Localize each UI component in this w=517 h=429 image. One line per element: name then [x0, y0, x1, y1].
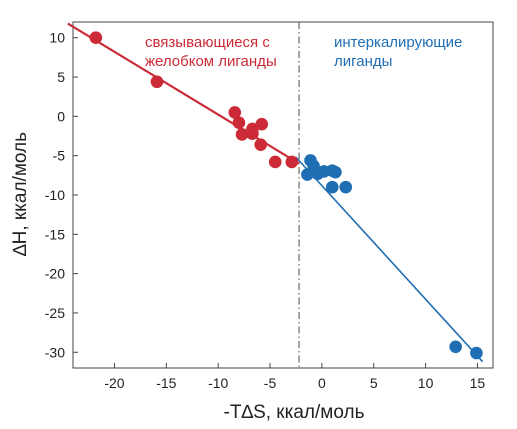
y-tick-label: 5 — [57, 69, 65, 85]
point-groove — [254, 138, 268, 151]
legend-groove-line-1: связывающиеся с — [145, 34, 270, 51]
point-intercalating — [325, 180, 339, 194]
point-groove — [268, 155, 282, 169]
point-groove — [228, 106, 242, 119]
point-groove — [232, 116, 246, 129]
legend-intercalating-line-1: интеркалирующие — [334, 34, 462, 51]
y-tick-label: -5 — [53, 148, 66, 164]
point-intercalating — [470, 346, 483, 360]
y-tick-label: 10 — [49, 30, 65, 46]
x-tick-label: 5 — [370, 375, 378, 391]
y-tick-label: -20 — [45, 266, 65, 282]
x-tick-label: -15 — [156, 375, 176, 391]
point-groove — [89, 31, 103, 45]
y-axis-ticks: 10 5 0 -5 -10 -15 -20 -25 -30 — [45, 30, 78, 360]
x-tick-label: 15 — [470, 375, 486, 391]
y-tick-label: -30 — [45, 344, 65, 360]
point-groove — [150, 75, 164, 89]
plot-area — [72, 21, 494, 369]
fit-line-intercalating — [295, 156, 484, 363]
point-intercalating — [449, 340, 462, 354]
y-tick-label: 0 — [57, 108, 65, 124]
y-axis-title: ∆H, ккал/моль — [10, 132, 31, 256]
x-tick-label: -10 — [208, 375, 228, 391]
legend-groove-line-2: желобком лиганды — [145, 53, 277, 70]
fit-lines — [67, 22, 484, 363]
legend-intercalating-line-2: лиганды — [334, 53, 392, 70]
y-tick-label: -10 — [45, 187, 65, 203]
plot-frame — [72, 21, 494, 369]
x-tick-label: 10 — [418, 375, 434, 391]
y-tick-label: -25 — [45, 305, 65, 321]
y-tick-label: -15 — [45, 226, 65, 242]
x-tick-label: -20 — [104, 375, 124, 391]
point-groove — [255, 117, 269, 131]
point-groove — [246, 122, 259, 136]
point-intercalating — [339, 180, 353, 194]
x-tick-label: -5 — [264, 375, 277, 391]
point-intercalating — [329, 165, 342, 179]
point-groove — [285, 155, 299, 169]
x-axis-ticks: -20 -15 -10 -5 0 5 10 15 — [104, 363, 485, 391]
data-points — [89, 31, 483, 360]
x-axis-title: -T∆S, ккал/моль — [224, 402, 365, 423]
point-groove — [235, 128, 249, 141]
x-tick-label: 0 — [318, 375, 326, 391]
